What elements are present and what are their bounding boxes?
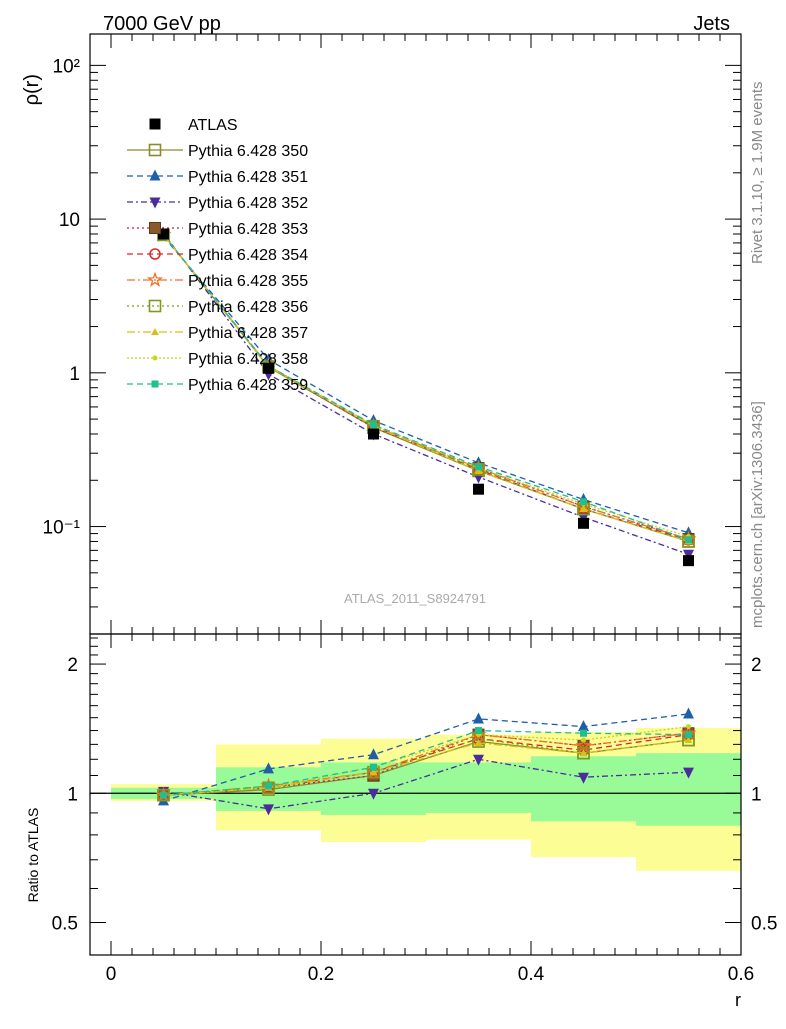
main-y-tick-label: 10 (59, 210, 80, 231)
main-series-pythia-6-428-351-line (163, 236, 689, 534)
ratio-y-tick-label-right: 1 (751, 784, 762, 805)
ratio-series-pythia-6-428-351-line (163, 713, 689, 802)
ratio-series-pythia-6-428-351-point (683, 707, 694, 719)
legend-entry-label: Pythia 6.428 353 (188, 221, 308, 238)
main-series-pythia-6-428-359-point (475, 463, 482, 471)
ratio-series-pythia-6-428-351-point (263, 762, 274, 774)
legend-entry-label: Pythia 6.428 350 (188, 143, 308, 160)
main-series-atlas-point (263, 362, 274, 374)
x-tick-label: 0.2 (308, 964, 334, 985)
ratio-series-pythia-6-428-351-point (578, 720, 589, 732)
ratio-series-pythia-6-428-357-point (369, 768, 378, 776)
legend-entry-label: Pythia 6.428 352 (188, 195, 308, 212)
ratio-band-green (426, 762, 531, 813)
ratio-y-tick-label-right: 0.5 (751, 913, 777, 934)
x-tick-label: 0.4 (518, 964, 545, 985)
main-series-atlas-point (158, 228, 169, 240)
header-right: Jets (693, 13, 730, 35)
main-series-pythia-6-428-359-line (162, 234, 689, 541)
chart-layer: 0 0.2 0.4 0.6 1 10 10² 10⁻¹ 0.5 0.5 1 1 2 2 ATLAS Pythi… (43, 33, 777, 985)
main-series-pythia-6-428-359-point (370, 421, 377, 429)
main-series-atlas-point (578, 517, 589, 529)
ratio-series-pythia-6-428-358-line (163, 725, 689, 796)
legend-marker (151, 328, 159, 335)
rivet-label: Rivet 3.1.10, ≥ 1.9M events (749, 82, 766, 265)
ratio-series-pythia-6-428-351-point (473, 712, 484, 724)
ratio-series-pythia-6-428-354-line (163, 733, 689, 796)
legend-marker (149, 222, 161, 234)
main-y-tick-label: 10⁻¹ (43, 518, 81, 539)
ratio-series-pythia-6-428-352-line (163, 758, 689, 810)
ratio-y-tick-label-right: 2 (751, 655, 762, 676)
ratio-series-pythia-6-428-357-point (579, 749, 588, 757)
ratio-series-pythia-6-428-352-point (263, 804, 274, 816)
ratio-y-tick-label: 0.5 (52, 913, 78, 934)
main-series-pythia-6-428-357-point (579, 505, 588, 513)
legend-marker (149, 197, 161, 209)
ratio-series-pythia-6-428-359-point (475, 727, 482, 735)
ratio-y-tick-label: 1 (67, 784, 78, 805)
ratio-series-pythia-6-428-357-point (474, 738, 483, 746)
ratio-series-pythia-6-428-352-point (578, 772, 589, 784)
header-left: 7000 GeV pp (103, 13, 221, 35)
main-y-axis-label: ρ(r) (21, 74, 43, 105)
legend-marker (148, 143, 162, 157)
ratio-series-pythia-6-428-359-line (163, 729, 689, 796)
ratio-series-pythia-6-428-357-line (163, 739, 689, 796)
x-tick-label: 0 (106, 964, 117, 985)
main-series-pythia-6-428-359-point (685, 536, 692, 544)
ratio-series-pythia-6-428-355-line (163, 732, 689, 796)
main-series-pythia-6-428-352-line (162, 232, 689, 555)
legend-entry-label: Pythia 6.428 358 (188, 351, 308, 368)
legend-marker (149, 118, 161, 130)
ratio-band-green (531, 756, 636, 822)
main-y-tick-label: 10² (53, 56, 80, 77)
legend-entry-label: Pythia 6.428 354 (188, 247, 308, 264)
main-y-tick-label: 1 (69, 364, 80, 385)
x-axis-label: r (735, 990, 741, 1010)
analysis-watermark: ATLAS_2011_S8924791 (344, 591, 486, 606)
ratio-series-pythia-6-428-352-point (368, 788, 379, 800)
main-series-pythia-6-428-359-point (580, 498, 587, 506)
legend-marker (151, 380, 159, 388)
legend-entry-label: Pythia 6.428 356 (188, 299, 308, 316)
main-series-atlas-point (683, 555, 694, 567)
ratio-series-pythia-6-428-359-point (370, 763, 377, 771)
ratio-series-pythia-6-428-359-point (580, 729, 587, 737)
legend-marker (148, 299, 162, 313)
legend-entry-label: Pythia 6.428 359 (188, 377, 308, 394)
ratio-series-pythia-6-428-353-line (163, 732, 689, 796)
main-series-atlas-point (473, 483, 484, 495)
legend-entry-label: Pythia 6.428 351 (188, 169, 308, 186)
legend-entry-label: Pythia 6.428 357 (188, 325, 308, 342)
ratio-series-pythia-6-428-352-point (473, 754, 484, 766)
ratio-series-pythia-6-428-358-point (581, 737, 586, 743)
legend-entry-label: Pythia 6.428 355 (188, 273, 308, 290)
ratio-series-pythia-6-428-358-point (686, 724, 691, 730)
ratio-series-pythia-6-428-359-point (160, 791, 167, 799)
ratio-y-tick-label: 2 (67, 655, 78, 676)
legend-marker (152, 355, 158, 361)
legend-marker (149, 169, 161, 181)
mcplots-label: mcplots.cern.ch [arXiv:1306.3436] (749, 401, 766, 628)
main-series-atlas-point (368, 428, 379, 440)
ratio-series-pythia-6-428-351-point (368, 748, 379, 760)
legend-entry-label: ATLAS (188, 117, 238, 134)
ratio-series-pythia-6-428-359-point (685, 731, 692, 739)
ratio-y-axis-label: Ratio to ATLAS (25, 808, 41, 903)
legend-marker (149, 248, 161, 260)
x-tick-label: 0.6 (728, 964, 754, 985)
ratio-series-pythia-6-428-352-point (683, 767, 694, 779)
ratio-band-green (636, 753, 741, 826)
ratio-series-pythia-6-428-357-point (684, 736, 693, 744)
legend-marker (146, 271, 164, 287)
ratio-plot-frame (89, 633, 742, 956)
ratio-series-pythia-6-428-359-point (265, 782, 272, 790)
